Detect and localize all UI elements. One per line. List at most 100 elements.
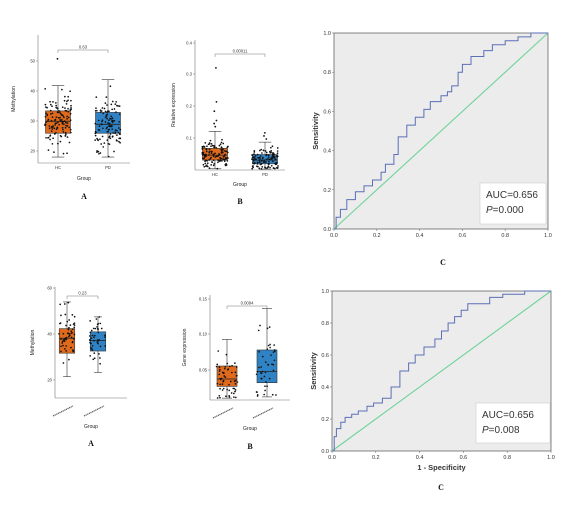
data-point [275,161,278,164]
data-point [205,150,208,153]
data-point [263,159,266,162]
data-point [116,129,118,132]
x-tick-label: 0.8 [501,233,509,239]
data-point [70,346,72,349]
x-tick-label: 0.2 [373,233,381,239]
data-point [73,322,76,325]
data-point [216,382,219,385]
data-point [275,394,277,396]
data-point [67,332,70,335]
data-point [115,139,118,141]
data-point [55,104,58,107]
data-point [276,155,278,158]
data-point [65,324,67,327]
data-point [56,142,59,145]
y-tick-label: 40 [30,89,35,94]
data-point [228,383,230,386]
data-point [217,154,220,157]
data-point [58,110,60,112]
data-point [277,165,279,167]
data-point [50,126,53,128]
data-point [209,139,212,142]
auc-value: AUC=0.656 [482,410,534,421]
y-axis-title: Methylation [11,86,17,112]
data-point [59,140,62,143]
data-point [62,152,65,155]
data-point [208,159,210,161]
data-point [55,116,58,118]
y-axis-title: Relative expression [171,83,177,127]
data-point [222,142,225,145]
x-tick-label: 0.8 [503,455,511,461]
data-point [100,123,103,126]
data-point [70,336,73,339]
data-point [203,156,206,159]
data-point [72,349,74,351]
data-point [204,160,206,163]
significance-bracket [66,295,99,299]
data-point [58,332,60,335]
data-point [264,150,267,152]
data-point [67,328,70,331]
data-point [251,154,254,157]
auc-annotation-box [479,182,547,225]
data-point [264,361,267,363]
data-point [218,373,221,376]
data-point [258,366,260,369]
x-tick-label-blur [83,405,105,417]
data-point [61,88,63,91]
data-point [51,105,53,108]
data-point [106,126,108,129]
data-point [269,346,272,349]
data-point [114,129,117,131]
data-point [71,331,73,334]
data-point [47,120,49,122]
data-point [45,121,48,123]
data-point [93,352,96,354]
data-point [73,315,76,318]
data-point [259,324,261,327]
data-point [96,137,98,140]
data-point [101,119,104,122]
data-point [91,345,94,347]
data-point [69,112,72,115]
data-point [104,345,107,347]
data-point [96,149,98,152]
data-point [58,111,61,113]
panel-label: C [438,483,444,492]
data-point [271,363,273,366]
data-point [61,118,63,121]
data-point [45,106,47,108]
data-point [111,121,114,124]
y-tick-label: 0.4 [186,41,192,46]
data-point [107,122,109,124]
data-point [206,145,208,148]
data-point [49,109,52,112]
data-point [44,123,47,126]
panel-label: A [88,439,94,448]
data-point [270,158,272,160]
data-point [258,350,260,353]
data-point [94,139,97,141]
data-point [98,353,100,355]
p-value-label: 0.63 [79,45,88,50]
data-point [52,137,54,140]
data-point [95,107,97,109]
panel-label: C [440,258,446,267]
data-point [272,167,275,169]
data-point [229,380,232,383]
data-point [44,115,47,118]
data-point [94,122,97,125]
data-point [208,167,211,169]
data-point [104,110,107,113]
data-point [219,143,222,146]
data-point [60,314,62,317]
boxplot-panel-3: 20 40 60 Methylation 0.23 Group A [30,286,127,448]
data-point [234,383,237,385]
data-point [108,122,111,125]
roc-panel-1: 0.0 0.2 0.4 0.6 0.8 1.0 0.0 0.2 0.4 0.6 0.8 1.0 Sens… [311,31,552,267]
data-point [62,332,65,335]
y-tick-label: 0.2 [186,104,192,109]
data-point [252,162,254,164]
reference-line [331,290,552,452]
